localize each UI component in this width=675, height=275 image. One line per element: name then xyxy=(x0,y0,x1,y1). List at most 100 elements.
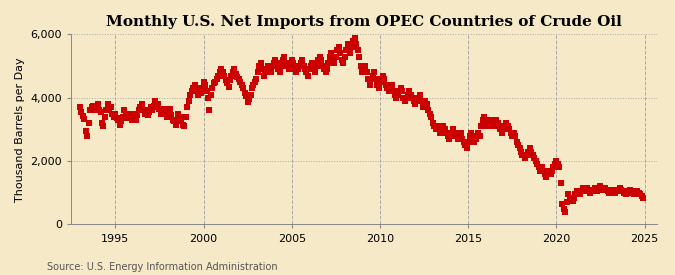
Point xyxy=(295,61,306,65)
Point xyxy=(320,70,331,75)
Point xyxy=(321,67,332,72)
Point xyxy=(407,95,418,100)
Point xyxy=(302,73,313,78)
Point xyxy=(329,61,340,65)
Point xyxy=(288,61,298,65)
Point xyxy=(257,67,268,72)
Point xyxy=(314,54,325,59)
Point xyxy=(161,114,172,119)
Point xyxy=(130,118,141,122)
Point xyxy=(591,188,601,192)
Point xyxy=(227,70,238,75)
Point xyxy=(76,110,87,114)
Point xyxy=(510,134,520,138)
Point xyxy=(524,146,535,151)
Point xyxy=(572,189,583,193)
Point xyxy=(570,192,580,197)
Point xyxy=(410,102,421,106)
Point xyxy=(618,191,629,195)
Point xyxy=(476,124,487,128)
Point xyxy=(220,78,231,82)
Point xyxy=(501,121,512,125)
Point xyxy=(518,153,529,157)
Point xyxy=(111,116,122,120)
Point xyxy=(413,95,424,100)
Point xyxy=(416,99,427,103)
Point xyxy=(245,92,256,97)
Point xyxy=(539,172,550,176)
Point xyxy=(141,108,152,112)
Point xyxy=(613,188,624,192)
Point xyxy=(142,113,153,117)
Point xyxy=(352,48,363,52)
Point xyxy=(468,140,479,144)
Point xyxy=(369,70,379,75)
Point xyxy=(341,48,352,52)
Point xyxy=(91,105,102,109)
Point xyxy=(545,172,556,176)
Point xyxy=(238,86,248,90)
Point xyxy=(486,121,497,125)
Point xyxy=(497,130,508,135)
Point xyxy=(436,127,447,132)
Point xyxy=(417,105,428,109)
Point xyxy=(103,102,113,106)
Point xyxy=(126,118,137,122)
Point xyxy=(338,61,349,65)
Point xyxy=(325,54,335,59)
Point xyxy=(310,70,321,75)
Title: Monthly U.S. Net Imports from OPEC Countries of Crude Oil: Monthly U.S. Net Imports from OPEC Count… xyxy=(106,15,622,29)
Point xyxy=(217,70,228,75)
Point xyxy=(564,195,575,200)
Point xyxy=(296,57,307,62)
Point xyxy=(196,86,207,90)
Point xyxy=(244,97,254,101)
Point xyxy=(380,83,391,87)
Point xyxy=(466,130,477,135)
Point xyxy=(583,189,594,193)
Point xyxy=(216,67,227,72)
Point xyxy=(477,118,488,122)
Point xyxy=(522,153,533,157)
Point xyxy=(391,95,402,100)
Point xyxy=(597,186,608,190)
Point xyxy=(538,168,549,173)
Point xyxy=(205,92,216,97)
Point xyxy=(226,73,237,78)
Point xyxy=(291,70,302,75)
Point xyxy=(406,92,416,97)
Point xyxy=(561,200,572,205)
Point xyxy=(239,91,250,95)
Point xyxy=(356,64,367,68)
Point xyxy=(185,92,196,97)
Point xyxy=(472,134,483,138)
Point xyxy=(182,105,192,109)
Point xyxy=(267,64,278,68)
Point xyxy=(426,114,437,119)
Point xyxy=(623,189,634,193)
Point xyxy=(482,124,493,128)
Point xyxy=(84,121,95,125)
Point xyxy=(582,186,593,190)
Point xyxy=(446,130,457,135)
Y-axis label: Thousand Barrels per Day: Thousand Barrels per Day xyxy=(15,57,25,202)
Point xyxy=(78,114,88,118)
Point xyxy=(236,83,247,87)
Point xyxy=(308,67,319,72)
Point xyxy=(89,108,100,112)
Point xyxy=(408,99,419,103)
Point xyxy=(377,73,388,78)
Point xyxy=(134,108,144,112)
Point xyxy=(364,83,375,87)
Point xyxy=(500,124,510,128)
Point xyxy=(624,188,635,192)
Point xyxy=(241,94,252,98)
Point xyxy=(120,111,131,116)
Point xyxy=(88,103,99,108)
Point xyxy=(495,127,506,132)
Point xyxy=(169,119,180,124)
Point xyxy=(567,199,578,203)
Point xyxy=(155,111,166,116)
Point xyxy=(432,124,443,128)
Point xyxy=(585,191,595,195)
